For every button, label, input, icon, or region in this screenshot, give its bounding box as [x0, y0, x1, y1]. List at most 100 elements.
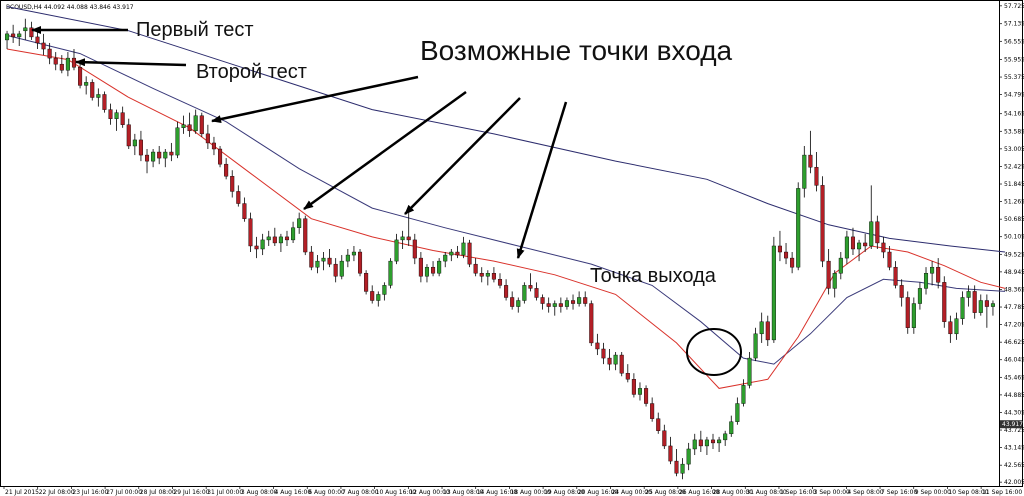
- candle-body[interactable]: [984, 300, 989, 307]
- candle-body[interactable]: [595, 342, 600, 350]
- candle-body[interactable]: [309, 251, 314, 268]
- candle-body[interactable]: [583, 297, 588, 304]
- candle-body[interactable]: [151, 151, 156, 162]
- candle-body[interactable]: [418, 257, 423, 277]
- candle-body[interactable]: [5, 33, 10, 41]
- candle-body[interactable]: [193, 115, 198, 132]
- candle-body[interactable]: [199, 115, 204, 135]
- candle-body[interactable]: [497, 279, 503, 286]
- candle-body[interactable]: [102, 94, 107, 110]
- candle-body[interactable]: [485, 273, 490, 277]
- candle-body[interactable]: [510, 297, 515, 307]
- candle-body[interactable]: [577, 297, 582, 304]
- candle-body[interactable]: [729, 421, 734, 435]
- candle-body[interactable]: [808, 154, 813, 168]
- candle-body[interactable]: [759, 321, 764, 335]
- candle-body[interactable]: [966, 291, 971, 298]
- candle-body[interactable]: [771, 245, 776, 341]
- candle-body[interactable]: [254, 245, 259, 250]
- candle-body[interactable]: [930, 266, 935, 274]
- candle-body[interactable]: [692, 439, 697, 450]
- candle-body[interactable]: [765, 321, 770, 341]
- candle-body[interactable]: [564, 300, 569, 307]
- candle-body[interactable]: [637, 388, 643, 395]
- candle-body[interactable]: [364, 273, 369, 292]
- candle-body[interactable]: [59, 63, 64, 71]
- candle-body[interactable]: [376, 294, 381, 301]
- candle-body[interactable]: [437, 260, 442, 274]
- candle-body[interactable]: [132, 139, 137, 147]
- candle-body[interactable]: [790, 257, 795, 268]
- candle-body[interactable]: [887, 251, 892, 268]
- candle-body[interactable]: [784, 251, 789, 259]
- candle-body[interactable]: [449, 251, 454, 256]
- candle-body[interactable]: [205, 133, 210, 144]
- candle-body[interactable]: [443, 254, 448, 262]
- candle-body[interactable]: [47, 48, 52, 59]
- candle-body[interactable]: [558, 303, 563, 307]
- candle-body[interactable]: [698, 439, 703, 447]
- candle-body[interactable]: [272, 236, 277, 244]
- candle-body[interactable]: [278, 236, 283, 244]
- candle-body[interactable]: [400, 236, 405, 241]
- candle-body[interactable]: [315, 260, 320, 268]
- candle-body[interactable]: [619, 354, 624, 374]
- candle-body[interactable]: [747, 357, 752, 386]
- candle-body[interactable]: [157, 151, 162, 159]
- candle-body[interactable]: [23, 27, 28, 32]
- candle-body[interactable]: [345, 254, 350, 262]
- candle-body[interactable]: [144, 154, 150, 162]
- candle-body[interactable]: [333, 263, 338, 277]
- candle-body[interactable]: [431, 266, 436, 274]
- candle-body[interactable]: [90, 82, 95, 98]
- candle-body[interactable]: [601, 348, 606, 359]
- candle-body[interactable]: [394, 239, 399, 262]
- candle-body[interactable]: [266, 236, 271, 241]
- candle-body[interactable]: [863, 242, 868, 247]
- candle-body[interactable]: [552, 303, 557, 307]
- candle-body[interactable]: [923, 273, 929, 289]
- candle-body[interactable]: [504, 285, 509, 298]
- candle-body[interactable]: [826, 260, 831, 289]
- candle-body[interactable]: [388, 260, 393, 286]
- candle-body[interactable]: [936, 266, 941, 283]
- candle-body[interactable]: [589, 303, 594, 344]
- candle-body[interactable]: [108, 109, 113, 119]
- candle-body[interactable]: [735, 403, 740, 422]
- candle-body[interactable]: [607, 357, 612, 365]
- candle-body[interactable]: [777, 245, 782, 253]
- candle-body[interactable]: [321, 257, 326, 262]
- candle-body[interactable]: [741, 385, 746, 404]
- candle-body[interactable]: [717, 439, 722, 444]
- candle-body[interactable]: [674, 460, 679, 474]
- candle-body[interactable]: [181, 124, 186, 129]
- candle-body[interactable]: [187, 124, 192, 132]
- candle-body[interactable]: [461, 242, 466, 256]
- candle-body[interactable]: [120, 112, 125, 125]
- candle-body[interactable]: [516, 300, 521, 307]
- candle-body[interactable]: [351, 251, 356, 256]
- candle-body[interactable]: [242, 203, 247, 219]
- candle-body[interactable]: [412, 239, 417, 259]
- candle-body[interactable]: [291, 227, 296, 241]
- candle-body[interactable]: [138, 139, 143, 156]
- candle-body[interactable]: [844, 236, 849, 259]
- candle-body[interactable]: [467, 242, 472, 265]
- candle-body[interactable]: [978, 300, 983, 313]
- candle-body[interactable]: [802, 154, 807, 189]
- candle-body[interactable]: [680, 463, 685, 474]
- candle-body[interactable]: [84, 82, 89, 86]
- candle-body[interactable]: [424, 266, 429, 277]
- candle-body[interactable]: [820, 185, 825, 262]
- candle-body[interactable]: [479, 273, 484, 277]
- candle-body[interactable]: [857, 242, 862, 250]
- candle-body[interactable]: [753, 333, 758, 359]
- candle-body[interactable]: [126, 124, 131, 147]
- candles[interactable]: [5, 18, 995, 480]
- candle-body[interactable]: [35, 36, 40, 44]
- candle-body[interactable]: [260, 239, 265, 250]
- candle-body[interactable]: [284, 236, 290, 241]
- candle-body[interactable]: [297, 218, 302, 228]
- candle-body[interactable]: [990, 303, 995, 307]
- candle-body[interactable]: [65, 57, 70, 71]
